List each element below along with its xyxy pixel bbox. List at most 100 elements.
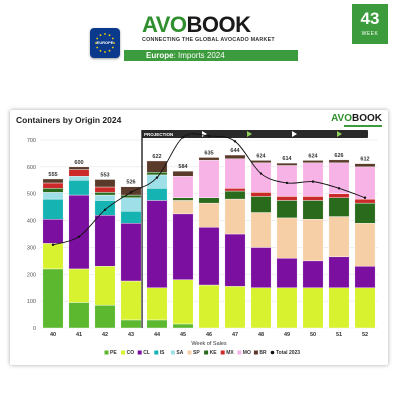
bar-segment-ke bbox=[250, 196, 272, 213]
projection-arrow-icon bbox=[337, 131, 342, 137]
bar-segment-co bbox=[276, 287, 298, 329]
total-label: 624 bbox=[256, 153, 266, 159]
subtitle-region: Europe bbox=[146, 51, 174, 60]
bar-segment-co bbox=[68, 268, 90, 303]
bar-segment-mx bbox=[94, 186, 116, 193]
bar-segment-br bbox=[302, 160, 324, 164]
chart-title: Containers by Origin 2024 bbox=[16, 115, 122, 125]
bar-segment-br bbox=[328, 159, 350, 164]
stacked-bar-chart: 0 100 200 300 400 500 600 700 PROJECTION 555 40 600… bbox=[27, 130, 387, 356]
total-2023-point bbox=[51, 243, 55, 246]
bar-segment-mx bbox=[224, 188, 246, 192]
bar-segment-br bbox=[250, 160, 272, 164]
bar-segment-br bbox=[94, 179, 116, 188]
total-label: 622 bbox=[152, 154, 161, 160]
bar-segment-mo bbox=[276, 165, 298, 197]
bar-segment-ke bbox=[328, 197, 350, 217]
bar-segment-cl bbox=[68, 194, 90, 270]
week-box: 43 WEEK bbox=[352, 4, 388, 44]
x-tick-label: 40 bbox=[50, 332, 56, 338]
y-tick-label: 0 bbox=[33, 326, 36, 332]
x-tick-label: 51 bbox=[336, 332, 342, 338]
bar-segment-pe bbox=[120, 319, 142, 329]
bar-segment-br bbox=[224, 154, 246, 160]
header-logo: EUROPE AVOBOOK CONNECTING THE GLOBAL AVO… bbox=[90, 10, 310, 61]
x-tick-label: 41 bbox=[76, 332, 82, 338]
bar-segment-pe bbox=[68, 302, 90, 329]
total-label: 526 bbox=[126, 180, 135, 186]
week-number: 43 bbox=[360, 9, 380, 28]
total-2023-point bbox=[129, 191, 133, 194]
bar-segment-cl bbox=[302, 260, 324, 288]
bar-segment-pe bbox=[94, 304, 116, 329]
total-2023-point bbox=[311, 180, 315, 183]
projection-arrow-icon bbox=[382, 131, 387, 137]
x-tick-label: 43 bbox=[128, 332, 134, 338]
brand-name: AVOBOOK bbox=[142, 12, 251, 38]
y-tick-label: 100 bbox=[27, 299, 36, 305]
x-tick-label: 44 bbox=[154, 332, 161, 338]
bar-segment-is bbox=[42, 198, 64, 220]
bar-segment-is bbox=[68, 180, 90, 196]
bar-segment-mx bbox=[42, 182, 64, 189]
projection-banner bbox=[142, 130, 368, 138]
bar-segment-cl bbox=[146, 200, 168, 288]
bar-segment-sp bbox=[328, 216, 350, 258]
badge-label: EUROPE bbox=[96, 40, 114, 45]
legend-swatch-total bbox=[270, 350, 275, 355]
legend-label: CO bbox=[127, 350, 135, 356]
bar-segment-sa bbox=[120, 197, 142, 212]
bar-segment-cl bbox=[172, 213, 194, 280]
legend-label: BR bbox=[259, 350, 267, 356]
bar-segment-sa bbox=[94, 194, 116, 201]
total-2023-point bbox=[337, 187, 341, 190]
legend-swatch-co bbox=[121, 350, 126, 355]
bar-segment-is bbox=[146, 188, 168, 201]
bar-segment-co bbox=[94, 266, 116, 306]
bar-segment-pe bbox=[172, 323, 194, 329]
week-label: WEEK bbox=[361, 31, 379, 37]
total-label: 555 bbox=[48, 172, 57, 178]
projection-label: PROJECTION bbox=[144, 132, 173, 137]
bar-segment-ke bbox=[42, 188, 64, 193]
bar-segment-ke bbox=[224, 190, 246, 200]
total-label: 626 bbox=[334, 153, 343, 159]
bar-segment-pe bbox=[42, 268, 64, 329]
bar-segment-ke bbox=[198, 197, 220, 204]
total-label: 614 bbox=[282, 156, 292, 162]
card-logo-avo: AVO bbox=[331, 113, 352, 124]
bar-segment-cl bbox=[198, 227, 220, 286]
brand-book: BOOK bbox=[186, 12, 252, 37]
bar-segment-br bbox=[198, 157, 220, 161]
projection-arrow-icon bbox=[247, 131, 252, 137]
total-2023-point bbox=[207, 134, 211, 138]
card-logo-book: BOOK bbox=[352, 113, 382, 124]
bar-segment-mx bbox=[276, 196, 298, 201]
legend-swatch-br bbox=[253, 350, 258, 355]
legend-swatch-sp bbox=[187, 350, 192, 355]
bar-segment-sp bbox=[276, 217, 298, 259]
bar-segment-co bbox=[302, 287, 324, 329]
bar-segment-br bbox=[276, 162, 298, 166]
legend-label: MX bbox=[226, 350, 234, 356]
bar-segment-ke bbox=[172, 197, 194, 201]
eu-stars-icon bbox=[95, 33, 115, 53]
legend-swatch-ke bbox=[204, 350, 209, 355]
legend-swatch-pe bbox=[104, 350, 109, 355]
y-tick-label: 400 bbox=[27, 219, 36, 225]
legend-label: KE bbox=[210, 350, 218, 356]
bar-segment-cl bbox=[224, 233, 246, 287]
bar-segment-mx bbox=[302, 196, 324, 201]
bar-segment-ke bbox=[302, 200, 324, 220]
bar-segment-ke bbox=[354, 202, 376, 224]
x-tick-label: 46 bbox=[206, 332, 212, 338]
bar-segment-cl bbox=[120, 223, 142, 282]
bar-segment-cl bbox=[94, 214, 116, 267]
y-tick-label: 200 bbox=[27, 272, 36, 278]
legend-label: MO bbox=[243, 350, 251, 356]
bar-segment-mo bbox=[302, 162, 324, 197]
bar-segment-cl bbox=[250, 247, 272, 288]
bar-segment-cl bbox=[42, 219, 64, 244]
bar-segment-br bbox=[68, 166, 90, 170]
bar-segment-ke bbox=[276, 200, 298, 219]
